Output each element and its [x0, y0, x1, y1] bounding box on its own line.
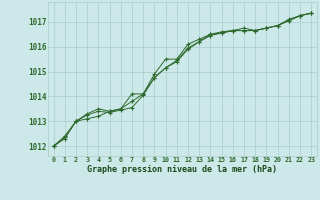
X-axis label: Graphe pression niveau de la mer (hPa): Graphe pression niveau de la mer (hPa): [87, 165, 277, 174]
